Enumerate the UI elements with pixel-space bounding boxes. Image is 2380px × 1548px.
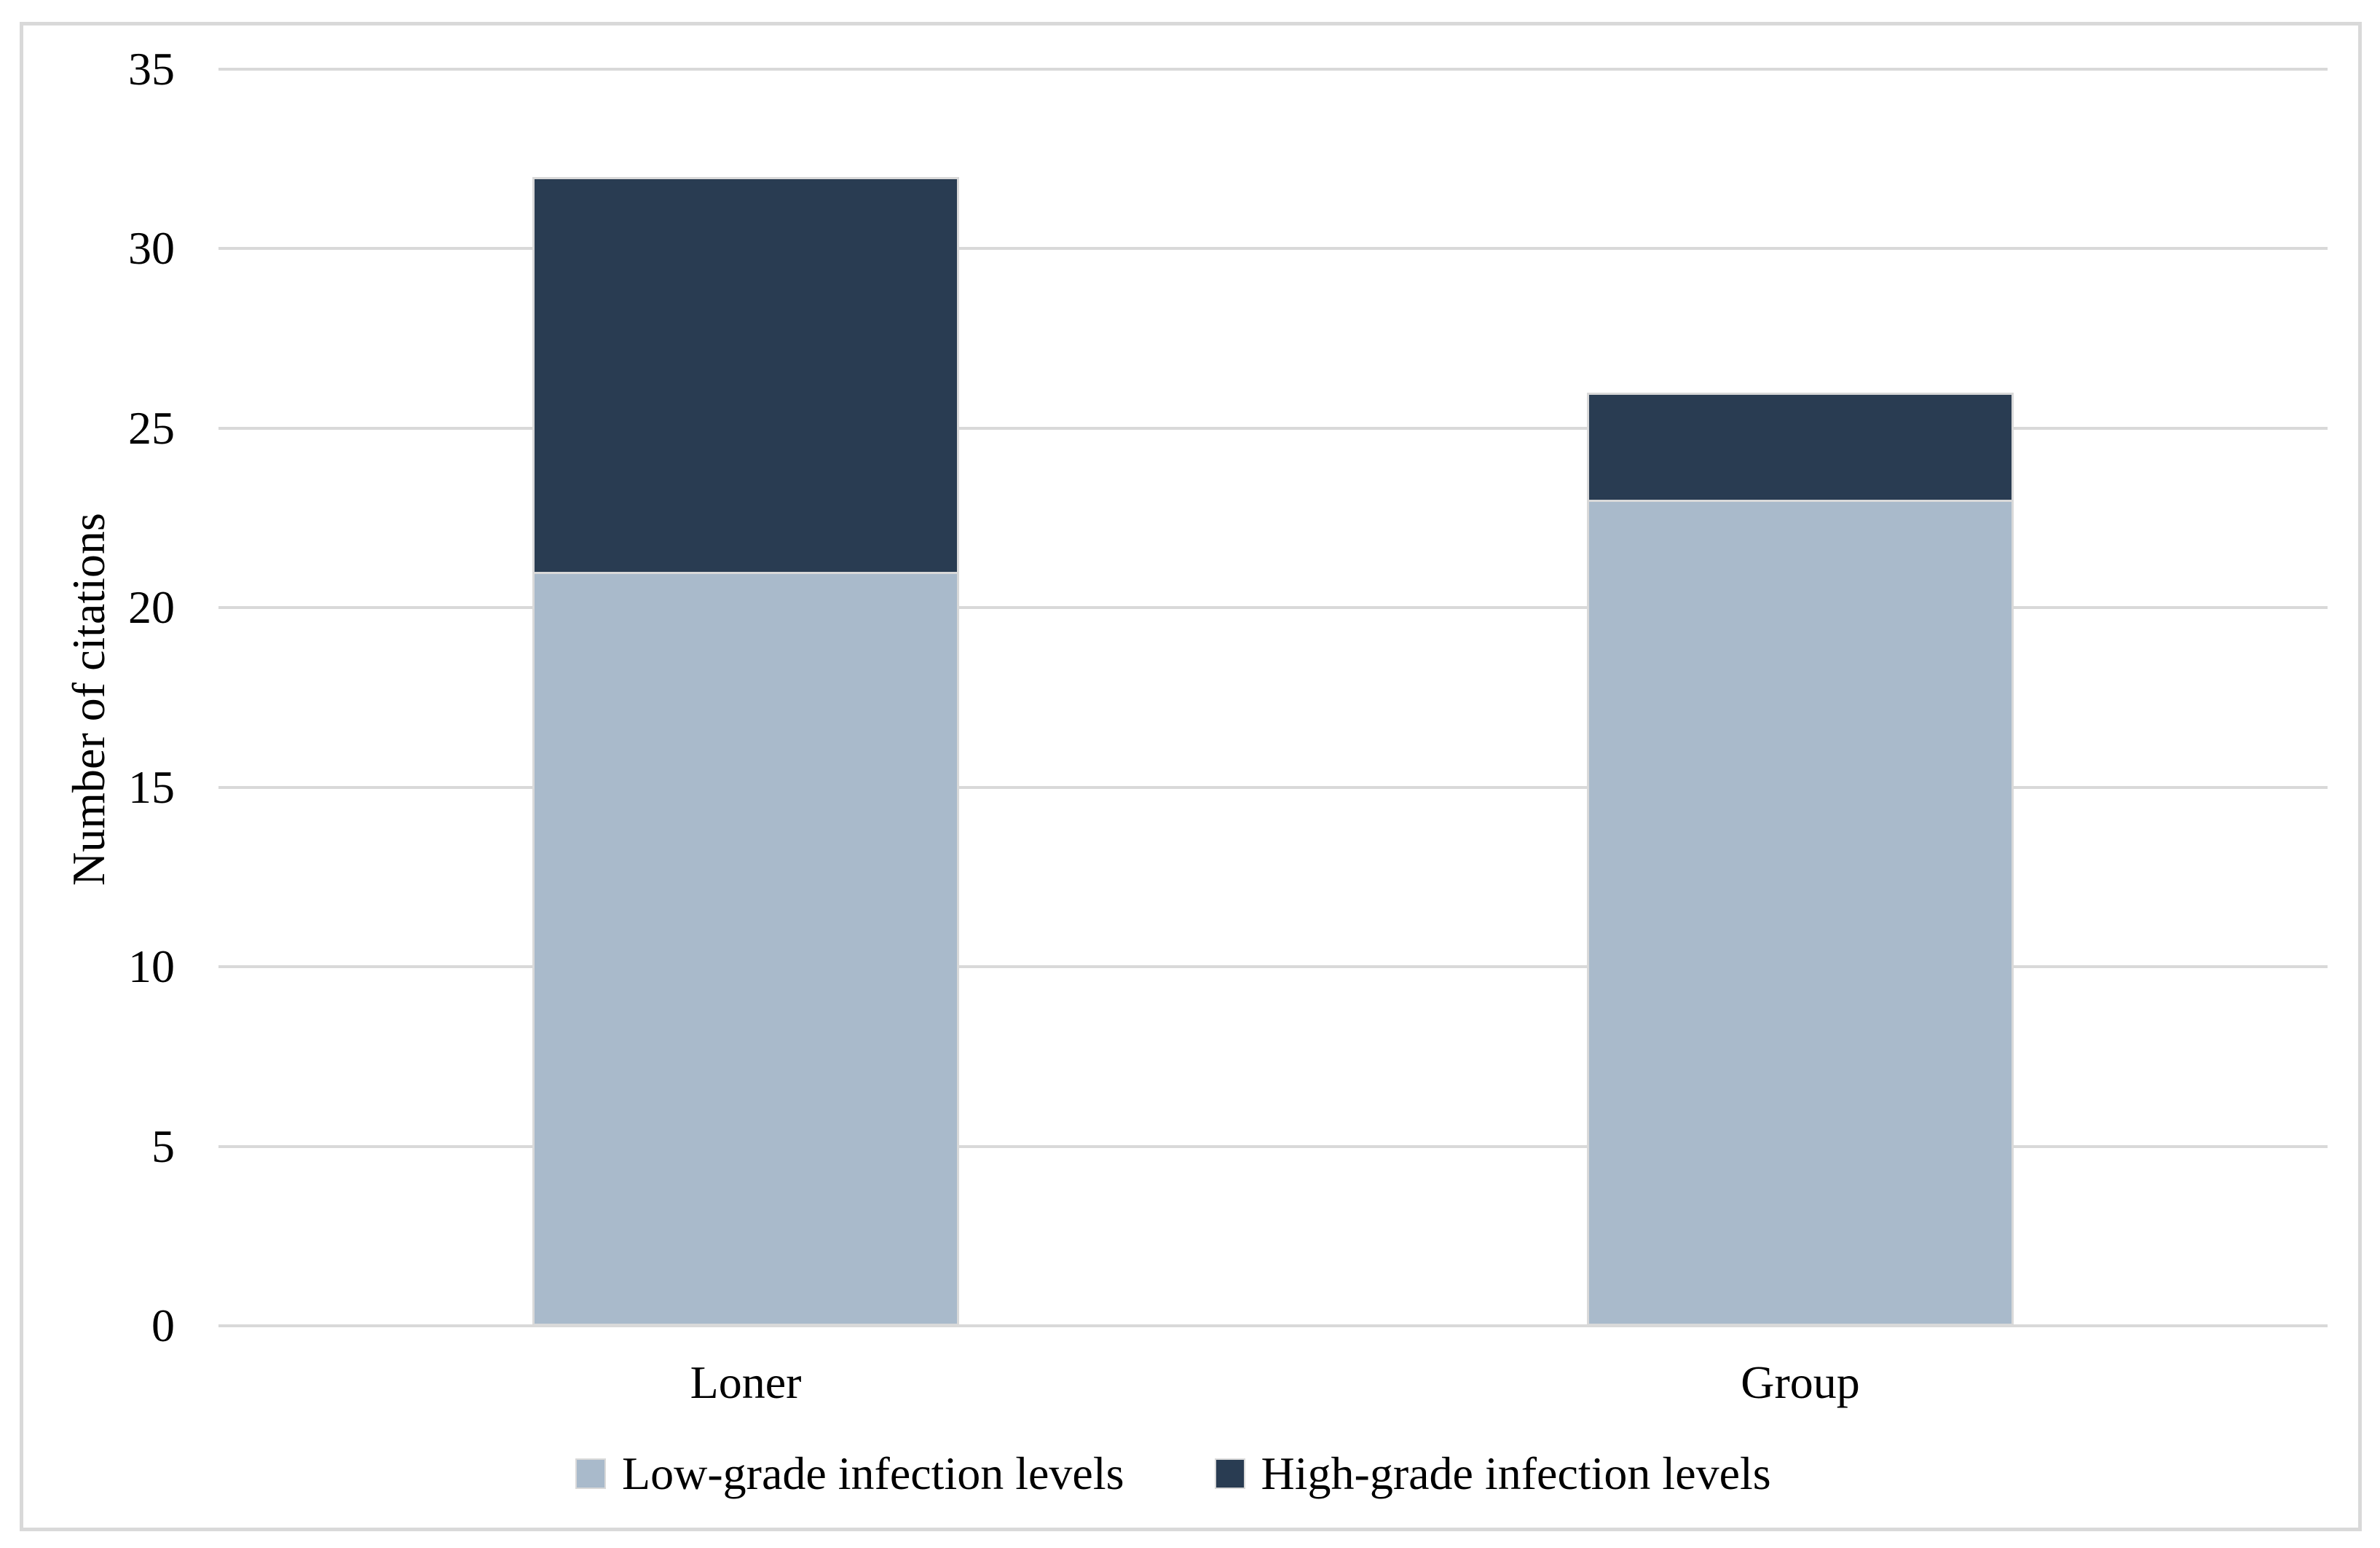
y-tick-label-5: 5: [151, 1120, 175, 1172]
legend-label: Low-grade infection levels: [622, 1447, 1124, 1499]
y-tick-label-20: 20: [128, 581, 175, 634]
y-tick-label-25: 25: [128, 401, 175, 454]
x-category-label-loner: Loner: [690, 1356, 802, 1408]
legend: Low-grade infection levels High-grade inf…: [575, 1447, 1771, 1501]
bar-segment-group-series-2: [1587, 392, 2014, 500]
bar-segment-loner-series-2: [532, 176, 959, 572]
gridline-y-15: [218, 785, 2328, 789]
gridline-y-0: [218, 1324, 2328, 1327]
gridline-y-20: [218, 606, 2328, 610]
bar-segment-group-series-1: [1587, 500, 2014, 1326]
y-tick-label-35: 35: [128, 43, 175, 95]
legend-swatch-icon: [1214, 1458, 1245, 1489]
y-axis-title: Number of citations: [63, 513, 114, 886]
bar-segment-loner-series-1: [532, 572, 959, 1326]
legend-item-2: High-grade infection levels: [1214, 1447, 1771, 1501]
legend-swatch-icon: [575, 1458, 606, 1489]
gridline-y-10: [218, 965, 2328, 969]
gridline-y-25: [218, 426, 2328, 430]
y-tick-label-10: 10: [128, 940, 175, 993]
legend-item-1: Low-grade infection levels: [575, 1447, 1124, 1501]
y-tick-label-15: 15: [128, 761, 175, 813]
plot-area: [218, 68, 2328, 1327]
gridline-y-5: [218, 1144, 2328, 1148]
y-tick-label-0: 0: [151, 1300, 175, 1351]
legend-label: High-grade infection levels: [1261, 1447, 1771, 1499]
chart-outer-border: [20, 22, 2362, 1531]
gridline-y-30: [218, 247, 2328, 251]
gridline-y-35: [218, 68, 2328, 71]
x-category-label-group: Group: [1741, 1356, 1860, 1408]
y-tick-label-30: 30: [128, 222, 175, 275]
